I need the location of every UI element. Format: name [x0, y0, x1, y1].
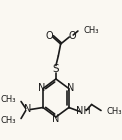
Text: CH₃: CH₃: [83, 25, 99, 34]
Text: CH₃: CH₃: [0, 95, 16, 104]
Text: O: O: [46, 31, 53, 41]
Text: NH: NH: [76, 107, 90, 116]
Text: CH₃: CH₃: [107, 107, 122, 116]
Text: S: S: [53, 64, 59, 74]
Text: O: O: [68, 31, 76, 40]
Text: N: N: [24, 104, 31, 115]
Text: N: N: [38, 82, 45, 93]
Text: CH₃: CH₃: [0, 116, 16, 125]
Text: N: N: [52, 115, 60, 124]
Text: N: N: [67, 82, 74, 93]
